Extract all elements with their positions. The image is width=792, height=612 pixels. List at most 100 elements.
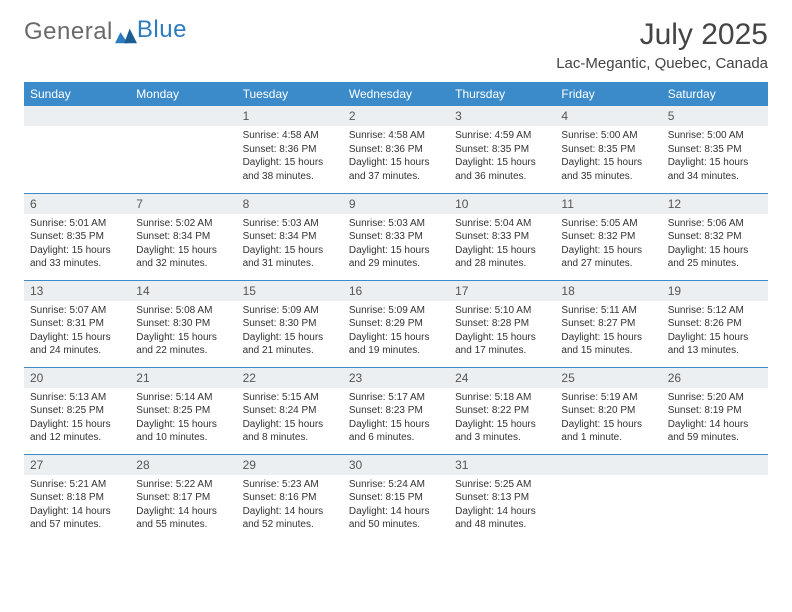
day-number: 24 [449,368,555,388]
day-number: 22 [237,368,343,388]
day-number: 16 [343,281,449,301]
day-details: Sunrise: 5:24 AMSunset: 8:15 PMDaylight:… [343,475,449,537]
day-number: 13 [24,281,130,301]
title-block: July 2025 Lac-Megantic, Quebec, Canada [556,18,768,72]
calendar-cell: 13Sunrise: 5:07 AMSunset: 8:31 PMDayligh… [24,280,130,367]
logo-text-2: Blue [137,16,187,44]
day-details: Sunrise: 5:02 AMSunset: 8:34 PMDaylight:… [130,214,236,276]
day-details: Sunrise: 5:18 AMSunset: 8:22 PMDaylight:… [449,388,555,450]
day-details: Sunrise: 5:20 AMSunset: 8:19 PMDaylight:… [662,388,768,450]
day-number: 18 [555,281,661,301]
logo-icon [115,23,137,41]
calendar-cell: 1Sunrise: 4:58 AMSunset: 8:36 PMDaylight… [237,106,343,193]
calendar-row: 6Sunrise: 5:01 AMSunset: 8:35 PMDaylight… [24,193,768,280]
day-number: 7 [130,194,236,214]
calendar-cell: 20Sunrise: 5:13 AMSunset: 8:25 PMDayligh… [24,367,130,454]
calendar-cell: 18Sunrise: 5:11 AMSunset: 8:27 PMDayligh… [555,280,661,367]
day-number: 1 [237,106,343,126]
calendar-head: SundayMondayTuesdayWednesdayThursdayFrid… [24,82,768,106]
calendar-cell: 28Sunrise: 5:22 AMSunset: 8:17 PMDayligh… [130,454,236,541]
day-number: 27 [24,455,130,475]
calendar-cell: 16Sunrise: 5:09 AMSunset: 8:29 PMDayligh… [343,280,449,367]
calendar-cell: 7Sunrise: 5:02 AMSunset: 8:34 PMDaylight… [130,193,236,280]
day-details: Sunrise: 5:01 AMSunset: 8:35 PMDaylight:… [24,214,130,276]
day-details: Sunrise: 5:14 AMSunset: 8:25 PMDaylight:… [130,388,236,450]
calendar-body: 1Sunrise: 4:58 AMSunset: 8:36 PMDaylight… [24,106,768,541]
logo-text-1: General [24,18,113,46]
day-details: Sunrise: 4:58 AMSunset: 8:36 PMDaylight:… [343,126,449,188]
day-number-empty [555,455,661,475]
calendar-cell: 27Sunrise: 5:21 AMSunset: 8:18 PMDayligh… [24,454,130,541]
dow-header: Saturday [662,82,768,106]
calendar-cell: 21Sunrise: 5:14 AMSunset: 8:25 PMDayligh… [130,367,236,454]
calendar-cell: 25Sunrise: 5:19 AMSunset: 8:20 PMDayligh… [555,367,661,454]
calendar-cell: 22Sunrise: 5:15 AMSunset: 8:24 PMDayligh… [237,367,343,454]
dow-header: Tuesday [237,82,343,106]
day-number: 12 [662,194,768,214]
day-number: 2 [343,106,449,126]
day-number-empty [130,106,236,126]
day-number: 6 [24,194,130,214]
day-details: Sunrise: 5:00 AMSunset: 8:35 PMDaylight:… [662,126,768,188]
calendar-cell: 19Sunrise: 5:12 AMSunset: 8:26 PMDayligh… [662,280,768,367]
calendar-row: 27Sunrise: 5:21 AMSunset: 8:18 PMDayligh… [24,454,768,541]
day-number: 3 [449,106,555,126]
calendar-cell: 12Sunrise: 5:06 AMSunset: 8:32 PMDayligh… [662,193,768,280]
day-details: Sunrise: 5:07 AMSunset: 8:31 PMDaylight:… [24,301,130,363]
dow-header: Wednesday [343,82,449,106]
day-number: 8 [237,194,343,214]
page-subtitle: Lac-Megantic, Quebec, Canada [556,55,768,72]
day-details: Sunrise: 5:09 AMSunset: 8:29 PMDaylight:… [343,301,449,363]
day-details: Sunrise: 5:04 AMSunset: 8:33 PMDaylight:… [449,214,555,276]
day-details: Sunrise: 5:12 AMSunset: 8:26 PMDaylight:… [662,301,768,363]
day-number: 17 [449,281,555,301]
day-number: 9 [343,194,449,214]
day-details: Sunrise: 5:15 AMSunset: 8:24 PMDaylight:… [237,388,343,450]
calendar-cell: 24Sunrise: 5:18 AMSunset: 8:22 PMDayligh… [449,367,555,454]
calendar-cell [24,106,130,193]
calendar-cell: 11Sunrise: 5:05 AMSunset: 8:32 PMDayligh… [555,193,661,280]
day-number-empty [662,455,768,475]
day-number: 21 [130,368,236,388]
calendar-cell: 5Sunrise: 5:00 AMSunset: 8:35 PMDaylight… [662,106,768,193]
day-details: Sunrise: 5:23 AMSunset: 8:16 PMDaylight:… [237,475,343,537]
day-number: 19 [662,281,768,301]
page-title: July 2025 [556,18,768,52]
calendar-cell: 23Sunrise: 5:17 AMSunset: 8:23 PMDayligh… [343,367,449,454]
calendar-row: 20Sunrise: 5:13 AMSunset: 8:25 PMDayligh… [24,367,768,454]
calendar-cell: 29Sunrise: 5:23 AMSunset: 8:16 PMDayligh… [237,454,343,541]
calendar-cell: 4Sunrise: 5:00 AMSunset: 8:35 PMDaylight… [555,106,661,193]
day-details: Sunrise: 5:06 AMSunset: 8:32 PMDaylight:… [662,214,768,276]
day-number: 28 [130,455,236,475]
day-details: Sunrise: 5:25 AMSunset: 8:13 PMDaylight:… [449,475,555,537]
day-number: 25 [555,368,661,388]
day-details: Sunrise: 5:21 AMSunset: 8:18 PMDaylight:… [24,475,130,537]
calendar-cell: 31Sunrise: 5:25 AMSunset: 8:13 PMDayligh… [449,454,555,541]
calendar-cell: 14Sunrise: 5:08 AMSunset: 8:30 PMDayligh… [130,280,236,367]
dow-header: Thursday [449,82,555,106]
calendar-table: SundayMondayTuesdayWednesdayThursdayFrid… [24,82,768,541]
calendar-cell: 2Sunrise: 4:58 AMSunset: 8:36 PMDaylight… [343,106,449,193]
day-number: 26 [662,368,768,388]
calendar-cell: 9Sunrise: 5:03 AMSunset: 8:33 PMDaylight… [343,193,449,280]
day-number: 20 [24,368,130,388]
calendar-cell: 15Sunrise: 5:09 AMSunset: 8:30 PMDayligh… [237,280,343,367]
calendar-cell: 17Sunrise: 5:10 AMSunset: 8:28 PMDayligh… [449,280,555,367]
day-number: 14 [130,281,236,301]
day-number: 30 [343,455,449,475]
calendar-cell: 30Sunrise: 5:24 AMSunset: 8:15 PMDayligh… [343,454,449,541]
day-number: 31 [449,455,555,475]
calendar-row: 13Sunrise: 5:07 AMSunset: 8:31 PMDayligh… [24,280,768,367]
day-number: 4 [555,106,661,126]
day-number: 29 [237,455,343,475]
calendar-cell [555,454,661,541]
logo: General Blue [24,18,187,46]
dow-header: Sunday [24,82,130,106]
day-details: Sunrise: 5:05 AMSunset: 8:32 PMDaylight:… [555,214,661,276]
day-number: 23 [343,368,449,388]
day-details: Sunrise: 5:08 AMSunset: 8:30 PMDaylight:… [130,301,236,363]
day-number: 11 [555,194,661,214]
day-details: Sunrise: 4:58 AMSunset: 8:36 PMDaylight:… [237,126,343,188]
calendar-row: 1Sunrise: 4:58 AMSunset: 8:36 PMDaylight… [24,106,768,193]
day-details: Sunrise: 5:17 AMSunset: 8:23 PMDaylight:… [343,388,449,450]
